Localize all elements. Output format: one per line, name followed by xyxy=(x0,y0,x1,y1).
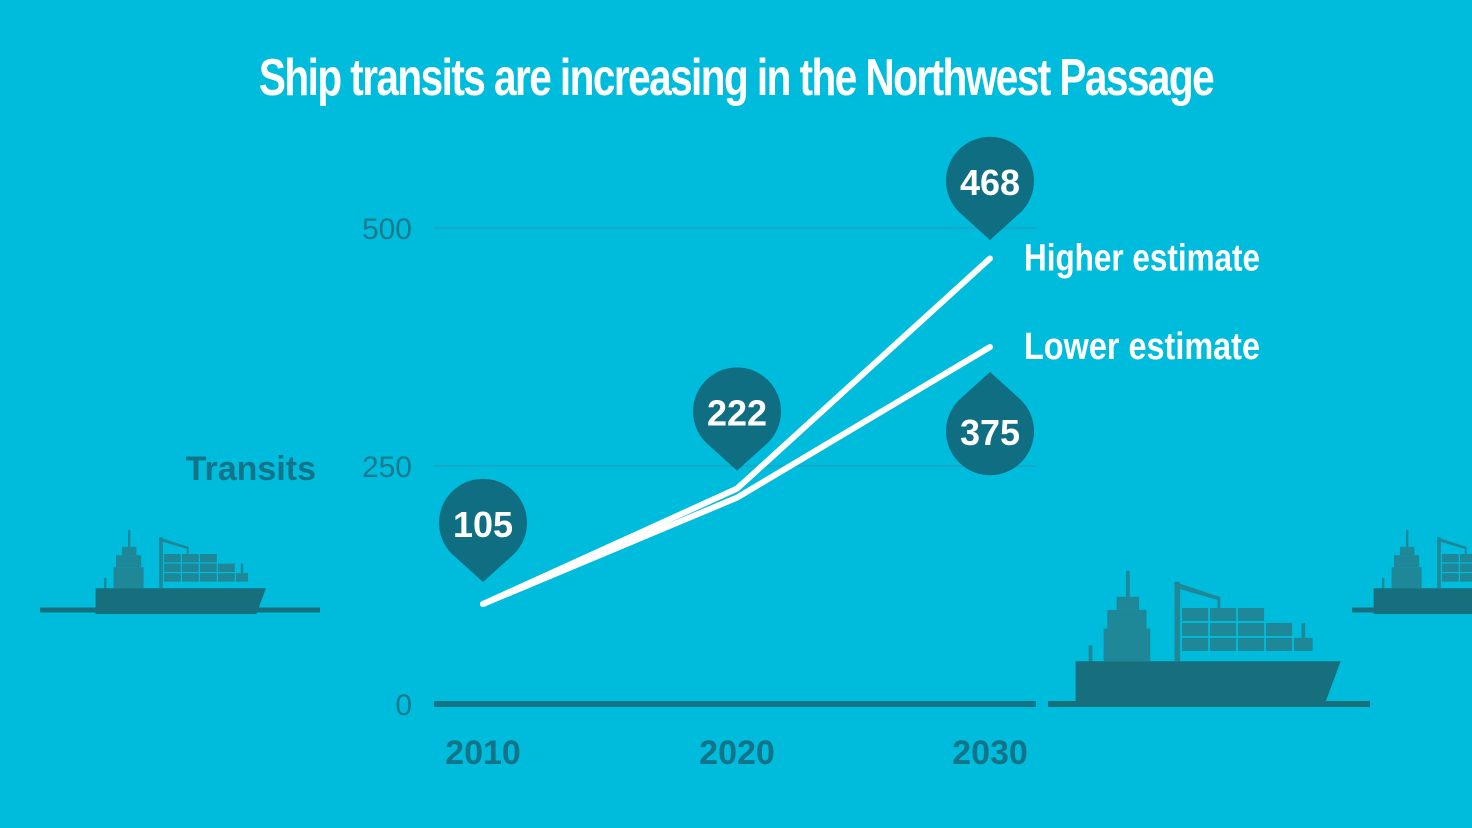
pin-value-label: 375 xyxy=(960,412,1020,453)
x-tick-label: 2030 xyxy=(952,734,1028,772)
container-ship-icon xyxy=(1352,530,1472,614)
chart-title: Ship transits are increasing in the Nort… xyxy=(258,49,1215,107)
y-tick-label: 0 xyxy=(395,689,412,722)
series-line xyxy=(480,344,993,608)
pin-marker xyxy=(439,478,527,583)
value-pin: 222 xyxy=(693,367,781,471)
pin-marker xyxy=(946,136,1034,240)
container-ship-icon xyxy=(40,530,320,614)
container-ship-icon xyxy=(1048,570,1370,707)
y-tick-label: 250 xyxy=(362,451,412,484)
pin-value-label: 468 xyxy=(960,162,1020,203)
y-axis-label: Transits xyxy=(186,450,316,488)
pin-value-label: 222 xyxy=(707,393,767,434)
value-pin: 375 xyxy=(946,372,1034,476)
series-label: Higher estimate xyxy=(1024,237,1260,279)
series-label: Lower estimate xyxy=(1024,326,1260,368)
x-tick-label: 2020 xyxy=(699,734,775,772)
y-tick-label: 500 xyxy=(362,213,412,246)
value-pin: 468 xyxy=(946,136,1034,240)
pin-marker xyxy=(693,367,781,471)
pin-marker xyxy=(946,372,1034,476)
value-pin: 105 xyxy=(439,478,527,583)
pin-value-label: 105 xyxy=(453,504,513,545)
x-tick-label: 2010 xyxy=(445,734,521,772)
